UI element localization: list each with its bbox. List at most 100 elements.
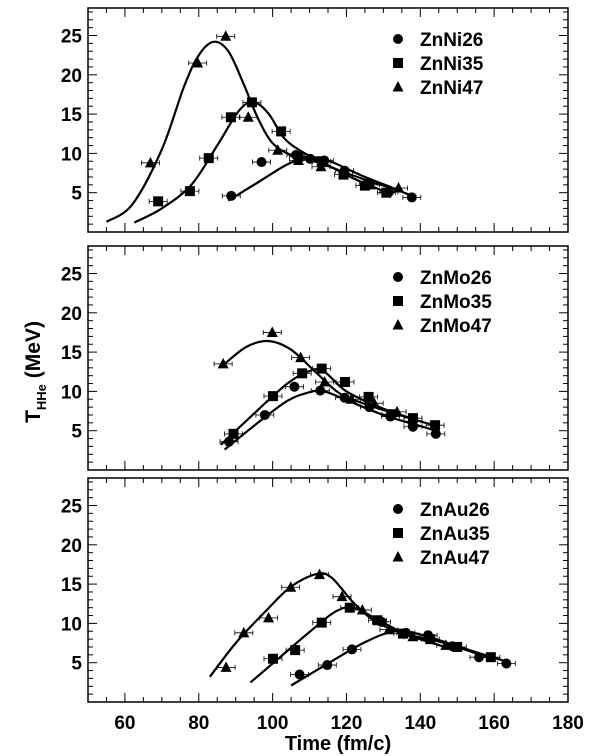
- panel-3: 5 10 15 20 25 ZnAu26 ZnAu35 ZnAu47 60 80 100 120 140…: [61, 477, 584, 734]
- x-tick-label: 60: [114, 713, 135, 734]
- y-tick-label: 10: [61, 382, 82, 403]
- data-point: [391, 405, 403, 417]
- data-point: [259, 409, 270, 420]
- data-point: [266, 326, 278, 337]
- data-point: [276, 126, 287, 137]
- data-point: [338, 169, 349, 180]
- data-point: [452, 641, 463, 652]
- legend-marker: [393, 528, 403, 538]
- data-point: [297, 368, 308, 379]
- data-point: [407, 415, 419, 426]
- data-point: [256, 157, 267, 168]
- data-point: [383, 623, 395, 635]
- data-point: [153, 196, 164, 207]
- data-point: [316, 156, 327, 167]
- legend-label: ZnMo47: [420, 316, 492, 337]
- fit-curve: [220, 368, 436, 446]
- y-tick-label: 5: [71, 654, 82, 675]
- data-point: [501, 658, 512, 669]
- y-tick-label: 20: [61, 536, 82, 557]
- y-tick-label: 10: [61, 144, 82, 165]
- legend-marker: [393, 272, 403, 282]
- y-tick-label: 15: [61, 575, 83, 596]
- data-point: [339, 376, 350, 387]
- legend-marker: [392, 81, 404, 92]
- data-point: [289, 381, 300, 392]
- y-tick-label: 20: [61, 66, 82, 87]
- data-point: [294, 669, 305, 680]
- data-point: [315, 385, 326, 396]
- data-point: [290, 645, 301, 656]
- fit-curve: [290, 629, 506, 687]
- x-tick-label: 160: [478, 713, 510, 734]
- data-point: [430, 420, 441, 431]
- data-point: [407, 630, 419, 642]
- y-tick-label: 10: [61, 614, 82, 635]
- data-point: [267, 653, 278, 664]
- x-tick-label: 100: [257, 713, 289, 734]
- fit-curve: [223, 339, 414, 420]
- data-point: [485, 652, 496, 663]
- data-point: [225, 112, 236, 123]
- data-point: [314, 568, 326, 580]
- data-point: [295, 351, 307, 363]
- data-point: [425, 634, 436, 645]
- legend-label: ZnNi47: [420, 78, 483, 99]
- data-point: [406, 192, 417, 203]
- legend-label: ZnAu47: [420, 548, 490, 569]
- legend-label: ZnNi26: [420, 30, 483, 51]
- data-point: [316, 363, 327, 374]
- series-ZnNi47: [105, 30, 408, 223]
- panel-1: 5 10 15 20 25 ZnNi26 ZnNi35 ZnNi47: [61, 7, 569, 233]
- data-point: [263, 611, 275, 623]
- data-point: [228, 428, 239, 439]
- data-point: [322, 660, 333, 671]
- data-point: [393, 181, 405, 193]
- x-tick-label: 120: [331, 713, 363, 734]
- data-point: [363, 391, 374, 402]
- data-point: [347, 644, 357, 655]
- data-point: [345, 393, 357, 404]
- legend-label: ZnMo26: [420, 268, 492, 289]
- legend-marker: [393, 34, 403, 44]
- x-axis-label: Time (fm/c): [285, 733, 391, 755]
- data-point: [267, 391, 278, 402]
- data-point: [184, 186, 195, 197]
- panel-frame: [87, 245, 569, 471]
- data-point: [364, 178, 376, 190]
- y-tick-label: 25: [61, 27, 83, 48]
- data-point: [359, 180, 370, 191]
- y-axis-label: THHe (MeV): [22, 321, 49, 423]
- legend-marker: [392, 319, 404, 330]
- data-point: [220, 30, 232, 41]
- data-point: [356, 604, 368, 615]
- fit-curve: [105, 40, 403, 223]
- y-tick-label: 25: [61, 497, 83, 518]
- legend-label: ZnAu35: [420, 524, 490, 545]
- y-tick-label: 5: [71, 422, 82, 443]
- data-point: [144, 156, 156, 168]
- data-point: [368, 397, 380, 408]
- legend-marker: [392, 551, 404, 562]
- data-point: [344, 602, 355, 613]
- series-ZnMo47: [213, 326, 423, 426]
- data-point: [430, 428, 441, 439]
- data-point: [192, 57, 204, 68]
- data-point: [386, 409, 397, 420]
- data-point: [316, 617, 327, 628]
- data-point: [285, 581, 297, 592]
- x-tick-label: 140: [404, 713, 436, 734]
- data-point: [238, 626, 250, 638]
- series-ZnMo35: [220, 363, 445, 446]
- series-ZnAu35: [249, 602, 501, 684]
- y-tick-label: 15: [61, 343, 83, 364]
- legend-label: ZnNi35: [420, 54, 484, 75]
- x-tick-label: 80: [188, 713, 209, 734]
- data-point: [336, 590, 348, 602]
- y-tick-label: 15: [61, 105, 83, 126]
- legend-label: ZnAu26: [420, 500, 490, 521]
- data-point: [272, 144, 284, 155]
- data-point: [315, 160, 327, 172]
- data-point: [220, 661, 232, 672]
